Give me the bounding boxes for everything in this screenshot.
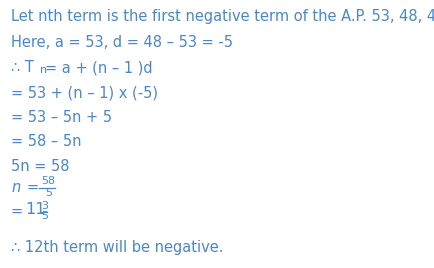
Text: n: n	[40, 65, 47, 75]
Text: = 58 – 5n: = 58 – 5n	[11, 134, 81, 149]
Text: =: =	[11, 204, 23, 219]
Text: 11: 11	[25, 202, 46, 217]
Text: 5: 5	[41, 211, 48, 221]
Text: ∴ 12th term will be negative.: ∴ 12th term will be negative.	[11, 240, 224, 255]
Text: 5: 5	[45, 188, 52, 198]
Text: 58: 58	[41, 176, 55, 186]
Text: 3: 3	[42, 201, 49, 211]
Text: = a + (n – 1 )d: = a + (n – 1 )d	[45, 60, 152, 75]
Text: = 53 + (n – 1) x (-5): = 53 + (n – 1) x (-5)	[11, 86, 158, 101]
Text: Here, a = 53, d = 48 – 53 = -5: Here, a = 53, d = 48 – 53 = -5	[11, 35, 233, 50]
Text: ∴ T: ∴ T	[11, 60, 34, 75]
Text: 5n = 58: 5n = 58	[11, 159, 69, 174]
Text: =: =	[26, 180, 38, 195]
Text: Let nth term is the first negative term of the A.P. 53, 48, 43, ...: Let nth term is the first negative term …	[11, 9, 434, 24]
Text: = 53 – 5n + 5: = 53 – 5n + 5	[11, 110, 112, 125]
Text: $n$: $n$	[11, 180, 21, 195]
